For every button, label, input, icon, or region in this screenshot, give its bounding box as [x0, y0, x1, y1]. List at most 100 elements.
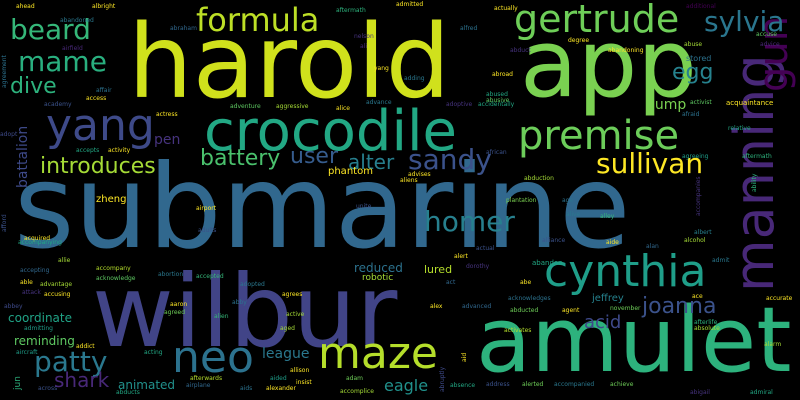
word-homer: homer [424, 205, 515, 238]
word-age: age [562, 197, 574, 204]
word-alan: alan [646, 243, 659, 250]
word-abe: abe [520, 279, 532, 286]
word-admitting: admitting [24, 325, 53, 332]
word-submarine: submarine [14, 140, 631, 275]
word-advanced: advanced [462, 303, 492, 310]
word-ace: ace [692, 293, 703, 300]
word-admit: admit [712, 257, 730, 264]
word-ahead: ahead [16, 3, 35, 10]
word-eagle: eagle [384, 376, 429, 395]
word-aircraft: aircraft [16, 349, 38, 356]
word-adopted: adopted [240, 281, 265, 288]
word-aide: aide [606, 239, 619, 246]
word-jeffrey: jeffrey [592, 293, 624, 304]
word-egg: egg [672, 60, 714, 85]
word-acquaintance: acquaintance [726, 99, 774, 107]
word-insist: insist [296, 379, 312, 386]
word-introduces: introduces [40, 154, 156, 179]
word-ali: ali [360, 43, 368, 50]
word-abused: abused [486, 91, 508, 98]
word-abbey: abbey [4, 303, 23, 310]
word-able: able [20, 279, 33, 286]
word-active: active [286, 311, 305, 318]
word-alley: alley [600, 213, 615, 220]
word-abruptly: abruptly [439, 366, 446, 392]
word-accidentally: accidentally [478, 101, 515, 108]
word-aaron: aaron [170, 301, 188, 308]
word-accompanied: accompanied [554, 381, 595, 388]
word-crocodile: crocodile [204, 99, 458, 164]
word-adoptive: adoptive [446, 101, 473, 108]
word-battalion: battalion [15, 125, 31, 188]
word-abigail: abigail [690, 389, 710, 396]
word-ability: ability [751, 173, 758, 192]
word-alfred: alfred [460, 25, 478, 32]
word-access: access [86, 95, 107, 102]
word-albert: albert [694, 229, 712, 236]
word-addict: addict [76, 343, 95, 350]
word-accurate: accurate [766, 295, 793, 302]
word-acting: acting [144, 349, 163, 356]
word-abroad: abroad [492, 71, 513, 78]
word-abusive: abusive [486, 97, 510, 104]
word-abuse: abuse [684, 41, 703, 48]
word-agreed: agreed [164, 309, 186, 316]
word-alliance: alliance [542, 237, 566, 244]
word-maze: maze [318, 328, 438, 379]
word-accuse: accuse [756, 31, 777, 38]
word-acknowledges: acknowledges [508, 295, 551, 302]
word-accepted: accepted [196, 273, 224, 280]
word-afterwards: afterwards [190, 375, 223, 382]
word-afterlife: afterlife [694, 319, 718, 326]
word-joanna: joanna [642, 294, 717, 319]
word-neo: neo [172, 332, 254, 383]
word-abducts: abducts [116, 389, 140, 396]
word-abortion: abortion [158, 271, 184, 278]
word-aid: aid [461, 352, 468, 362]
word-agrees: agrees [282, 291, 303, 298]
word-lured: lured [424, 263, 453, 276]
word-admitted: admitted [396, 1, 424, 8]
word-mame: mame [18, 45, 107, 78]
word-stored: stored [686, 54, 712, 63]
word-absolute: absolute [694, 325, 720, 332]
word-abandoned: abandoned [60, 17, 94, 24]
word-animated: animated [118, 378, 176, 392]
word-pen: pen [154, 132, 181, 148]
word-accusing: accusing [44, 291, 71, 298]
word-patty: patty [34, 345, 108, 378]
word-airfield: airfield [62, 45, 83, 52]
word-allison: allison [290, 367, 310, 374]
word-activates: activates [504, 327, 532, 334]
word-aged: aged [280, 325, 295, 332]
word-across: across [38, 385, 58, 392]
word-affair: affair [96, 87, 112, 94]
word-alerted: alerted [522, 381, 544, 388]
word-afraid: afraid [682, 111, 700, 118]
word-absence: absence [450, 382, 476, 389]
word-accepting: accepting [20, 267, 50, 274]
word-phantom: phantom [328, 166, 373, 177]
word-abandon: abandon [532, 259, 563, 267]
word-reduced: reduced [354, 261, 403, 275]
word-alexander: alexander [266, 385, 296, 392]
word-relative: relative [728, 125, 751, 132]
word-agreement: agreement [1, 55, 8, 88]
word-attack: attack [22, 289, 41, 296]
word-acid: acid [584, 312, 622, 333]
word-aids: aids [240, 385, 253, 392]
word-user: user [290, 144, 338, 169]
word-dorothy: dorothy [466, 263, 490, 270]
word-dump: dump [646, 97, 687, 113]
word-accepts: accepts [76, 147, 100, 154]
word-albright: albright [92, 3, 116, 10]
word-adventure: adventure [230, 103, 261, 110]
word-afford: afford [1, 214, 8, 232]
word-alcohol: alcohol [684, 237, 706, 244]
word-sylvia: sylvia [704, 5, 785, 38]
word-alice: alice [336, 105, 351, 112]
word-advice: advice [760, 41, 780, 48]
word-abandoning: abandoning [608, 47, 644, 54]
word-accompanies: accompanies [695, 176, 702, 216]
word-abby: abby [232, 299, 247, 306]
